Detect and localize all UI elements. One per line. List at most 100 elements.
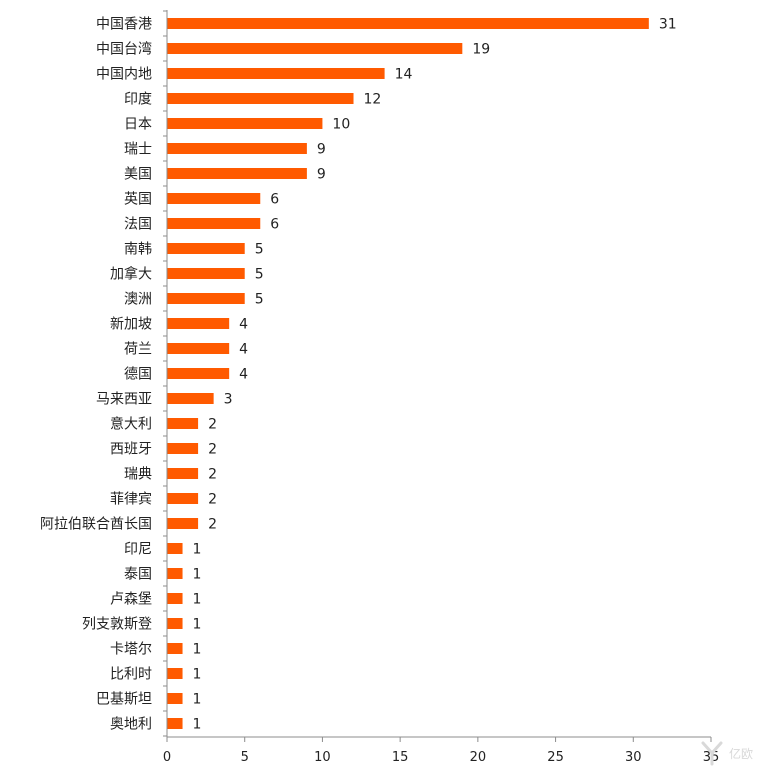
value-label: 12 [364,92,382,108]
watermark-text: 亿欧 [728,746,753,761]
bar [167,218,261,229]
x-tick-label: 5 [241,750,249,765]
category-label: 意大利 [110,416,152,433]
value-label: 3 [224,392,233,408]
bar [167,568,183,579]
value-label: 1 [193,717,202,733]
bar [167,318,230,329]
bar [167,243,245,254]
category-label: 奥地利 [110,716,152,733]
bar [167,268,245,279]
category-labels: 中国香港中国台湾中国内地印度日本瑞士美国英国法国南韩加拿大澳洲新加坡荷兰德国马来… [40,17,152,733]
x-tick-label: 10 [314,750,331,765]
value-label: 2 [208,417,217,433]
bar [167,718,183,729]
bar [167,168,307,179]
value-label: 1 [193,667,202,683]
category-label: 中国台湾 [96,41,152,58]
category-label: 西班牙 [110,442,152,458]
bar [167,443,199,454]
category-label: 印度 [124,92,152,108]
bar [167,593,183,604]
axes: 0 5 10 15 20 25 30 35 [163,10,719,765]
category-label: 中国内地 [96,67,152,83]
value-label: 1 [193,542,202,558]
category-label: 阿拉伯联合酋长国 [40,516,152,533]
category-label: 印尼 [124,542,152,558]
category-label: 法国 [124,217,152,233]
category-label: 英国 [124,191,152,208]
value-label: 4 [239,342,248,358]
x-tick-label: 25 [547,750,564,765]
category-label: 荷兰 [124,342,152,358]
category-label: 日本 [124,117,152,133]
x-tick-label: 0 [163,750,171,765]
value-label: 1 [193,567,202,583]
category-label: 新加坡 [110,317,152,333]
value-label: 5 [255,292,264,308]
bar [167,668,183,679]
logo-y-icon [701,741,723,766]
value-label: 1 [193,592,202,608]
bar [167,193,261,204]
value-label: 14 [395,67,413,83]
category-label: 巴基斯坦 [96,691,152,708]
x-tick-label: 20 [470,750,487,765]
value-label: 10 [332,117,350,133]
bar [167,543,183,554]
value-label: 6 [270,217,279,233]
category-label: 中国香港 [96,17,152,33]
bar [167,68,385,79]
bars-layer [167,18,649,729]
value-label: 4 [239,317,248,333]
category-label: 泰国 [124,567,152,583]
bar [167,468,199,479]
category-label: 卡塔尔 [110,642,152,658]
value-label: 9 [317,142,326,158]
value-label: 19 [472,42,490,58]
value-label: 2 [208,517,217,533]
bar [167,643,183,654]
value-label: 9 [317,167,326,183]
value-label: 1 [193,642,202,658]
category-label: 德国 [124,367,152,383]
bar [167,693,183,704]
bar [167,618,183,629]
value-label: 6 [270,192,279,208]
bar [167,43,463,54]
category-label: 加拿大 [110,266,152,283]
bar [167,343,230,354]
x-tick-label: 30 [625,750,642,765]
value-label: 5 [255,267,264,283]
value-label: 2 [208,492,217,508]
value-label: 1 [193,692,202,708]
category-label: 马来西亚 [96,392,152,408]
category-label: 列支敦斯登 [82,617,152,633]
category-label: 澳洲 [124,292,152,308]
bar [167,493,199,504]
category-label: 瑞士 [124,142,152,158]
bar [167,93,354,104]
value-label: 2 [208,442,217,458]
bar [167,293,245,304]
value-label: 1 [193,617,202,633]
category-label: 菲律宾 [110,492,152,508]
watermark: 亿欧 [699,740,753,766]
category-label: 比利时 [110,667,152,683]
bar [167,393,214,404]
bar [167,518,199,529]
value-label: 2 [208,467,217,483]
value-label: 31 [659,17,677,33]
category-label: 美国 [124,167,152,183]
x-tick-label: 15 [392,750,409,765]
bar [167,143,307,154]
category-label: 卢森堡 [110,592,152,608]
bar [167,118,323,129]
bar [167,418,199,429]
value-label: 5 [255,242,264,258]
bar [167,368,230,379]
value-label: 4 [239,367,248,383]
bar [167,18,649,29]
